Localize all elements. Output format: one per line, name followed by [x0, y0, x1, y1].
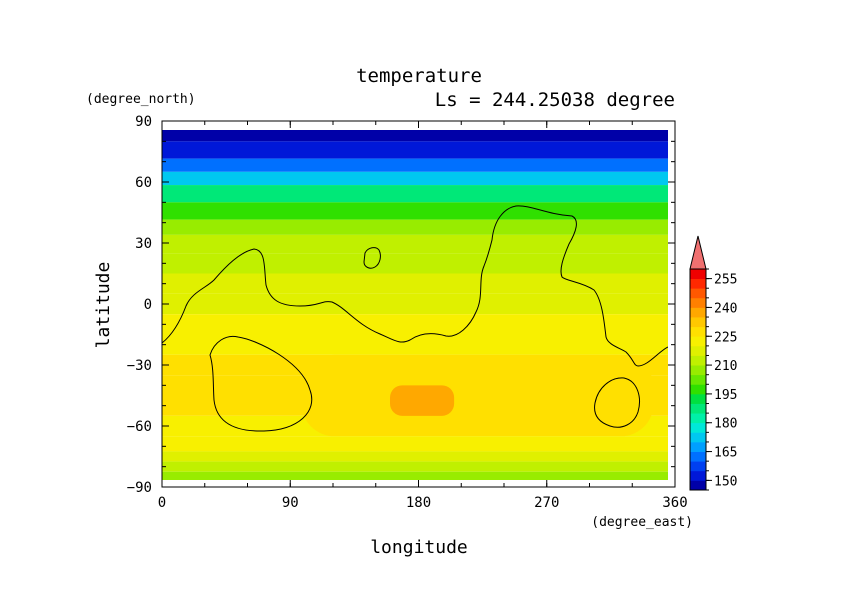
y-tick-label: 30	[135, 236, 152, 252]
colorbar-cell	[690, 336, 706, 347]
colorbar-cell	[690, 480, 706, 491]
colorbar-cell	[690, 278, 706, 289]
y-tick-label: −30	[127, 358, 152, 374]
contour-elysium	[363, 247, 381, 269]
temperature-field	[162, 130, 668, 480]
colorbar-cell	[690, 451, 706, 462]
y-tick-label: 90	[135, 114, 152, 130]
colorbar-cell	[690, 403, 706, 414]
temperature-band	[162, 171, 668, 186]
y-axis-label: latitude	[93, 262, 114, 349]
temperature-band	[162, 130, 668, 142]
y-tick-label: 60	[135, 175, 152, 191]
colorbar-tick-label: 210	[714, 359, 737, 374]
colorbar-frame	[689, 268, 707, 491]
colorbar-tick-label: 195	[714, 388, 737, 403]
colorbar-cell	[690, 269, 706, 280]
temperature-band	[162, 471, 668, 480]
temperature-band	[162, 436, 668, 452]
temperature-band	[162, 314, 668, 335]
colorbar-cell	[690, 393, 706, 404]
temperature-region-warm-core	[390, 385, 455, 416]
contour-hellas	[594, 377, 640, 428]
colorbar-cell	[690, 326, 706, 337]
colorbar-cell	[690, 432, 706, 443]
colorbar-tick-label: 180	[714, 417, 737, 432]
colorbar-tick-label: 225	[714, 330, 737, 345]
axis-ticks	[161, 120, 676, 488]
colorbar-tick-label: 240	[714, 301, 737, 316]
temperature-band	[162, 293, 668, 315]
temperature-band	[162, 185, 668, 203]
colorbar-tick-label: 150	[714, 474, 737, 489]
temperature-band	[162, 273, 668, 294]
temperature-band	[162, 451, 668, 462]
temperature-band	[162, 234, 668, 254]
colorbar-cell	[690, 470, 706, 481]
colorbar-cell	[690, 288, 706, 299]
x-tick-label: 360	[662, 495, 687, 511]
colorbar-tick-label: 255	[714, 273, 737, 288]
temperature-band	[162, 461, 668, 472]
y-tick-label: −60	[127, 419, 152, 435]
colorbar-cell	[690, 461, 706, 472]
colorbar-cell	[690, 307, 706, 318]
y-tick-label: 0	[144, 297, 152, 313]
colorbar: 150 165 180 195 210 225 240 255	[689, 235, 737, 491]
x-axis-label: longitude	[370, 537, 468, 558]
x-tick-label: 270	[534, 495, 559, 511]
temperature-band	[162, 253, 668, 274]
colorbar-cell	[690, 345, 706, 356]
axis-tick-labels: 0 90 180 270 360 90 60 30 0 −30 −60 −90	[127, 114, 688, 511]
colorbar-cell	[690, 374, 706, 385]
temperature-band	[162, 219, 668, 235]
temperature-band	[162, 141, 668, 159]
x-tick-label: 0	[158, 495, 166, 511]
colorbar-cell	[690, 317, 706, 328]
contour-dichotomy-line	[162, 205, 668, 367]
temperature-band	[162, 334, 668, 355]
colorbar-cell	[690, 413, 706, 424]
y-unit-label: (degree_north)	[86, 92, 196, 107]
colorbar-extend-arrow	[689, 235, 707, 270]
x-tick-label: 180	[406, 495, 431, 511]
contour-argyre	[209, 335, 313, 432]
y-tick-label: −90	[127, 480, 152, 496]
temperature-region-warm-band	[301, 354, 654, 437]
colorbar-cell	[690, 365, 706, 376]
temperature-band	[162, 158, 668, 172]
colorbar-cell	[690, 422, 706, 433]
chart-subtitle: Ls = 244.25038 degree	[435, 89, 675, 111]
x-tick-label: 90	[282, 495, 299, 511]
chart-title: temperature	[356, 65, 482, 87]
colorbar-tick-label: 165	[714, 446, 737, 461]
colorbar-cell	[690, 441, 706, 452]
temperature-band	[162, 202, 668, 220]
x-unit-label: (degree_east)	[591, 515, 693, 530]
colorbar-cell	[690, 297, 706, 308]
topography-contours	[162, 205, 668, 432]
colorbar-cell	[690, 384, 706, 395]
colorbar-cell	[690, 355, 706, 366]
